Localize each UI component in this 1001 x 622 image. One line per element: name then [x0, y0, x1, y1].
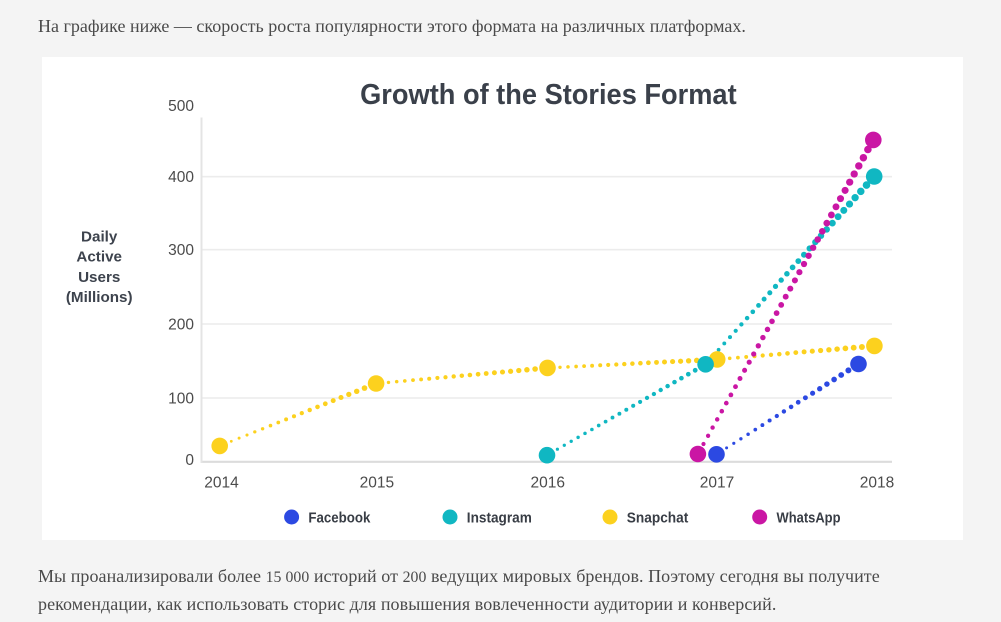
svg-text:Snapchat: Snapchat	[627, 509, 689, 526]
svg-text:Users: Users	[78, 269, 120, 286]
svg-text:Growth of the Stories Format: Growth of the Stories Format	[360, 79, 737, 111]
svg-text:0: 0	[185, 452, 194, 469]
svg-text:2015: 2015	[360, 474, 394, 491]
svg-text:200: 200	[168, 316, 194, 333]
svg-text:Facebook: Facebook	[308, 509, 371, 526]
svg-text:Active: Active	[76, 249, 122, 266]
svg-text:400: 400	[168, 169, 194, 186]
svg-text:2018: 2018	[860, 474, 894, 491]
svg-text:(Millions): (Millions)	[66, 289, 133, 306]
svg-text:500: 500	[168, 98, 194, 115]
svg-text:300: 300	[168, 242, 194, 259]
svg-text:Daily: Daily	[81, 229, 118, 246]
svg-text:WhatsApp: WhatsApp	[777, 509, 841, 526]
svg-text:100: 100	[168, 390, 194, 407]
svg-text:2014: 2014	[204, 474, 239, 491]
svg-text:Instagram: Instagram	[467, 509, 532, 526]
svg-text:2017: 2017	[700, 474, 734, 491]
svg-text:2016: 2016	[530, 474, 564, 491]
